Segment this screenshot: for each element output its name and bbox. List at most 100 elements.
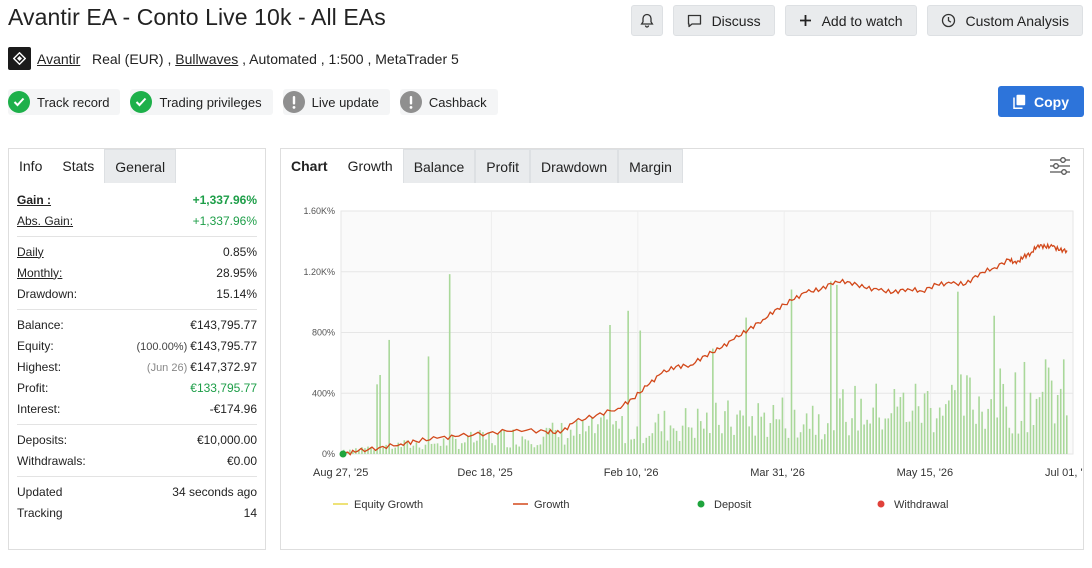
activity-bar bbox=[1029, 392, 1032, 454]
stat-label: Deposits: bbox=[17, 432, 68, 447]
stat-label[interactable]: Monthly: bbox=[17, 265, 63, 280]
clock-icon bbox=[941, 13, 955, 28]
badge-track-record[interactable]: Track record bbox=[8, 89, 121, 115]
custom-analysis-button[interactable]: Custom Analysis bbox=[926, 5, 1083, 36]
activity-bar bbox=[497, 433, 499, 454]
activity-bar bbox=[548, 427, 551, 454]
stat-value: 34 seconds ago bbox=[172, 484, 257, 499]
badge-live-update[interactable]: Live update bbox=[282, 89, 390, 115]
header-actions: Discuss Add to watch Custom Analysis bbox=[630, 5, 1083, 36]
tab-growth[interactable]: Growth bbox=[337, 149, 403, 183]
activity-bar bbox=[645, 437, 648, 454]
activity-bar bbox=[808, 428, 811, 454]
stat-deposits: Deposits: €10,000.00 bbox=[17, 429, 257, 450]
activity-bar bbox=[388, 339, 390, 454]
tab-general[interactable]: General bbox=[104, 149, 177, 183]
check-icon bbox=[130, 91, 153, 113]
activity-bar bbox=[1059, 388, 1062, 454]
broker-link[interactable]: Bullwaves bbox=[175, 50, 239, 67]
stat-equity: Equity: (100.00%) €143,795.77 bbox=[17, 335, 257, 356]
sliders-icon bbox=[1050, 157, 1070, 175]
activity-bar bbox=[427, 356, 430, 454]
activity-bar bbox=[470, 431, 472, 454]
tab-balance[interactable]: Balance bbox=[402, 149, 476, 183]
activity-bar bbox=[993, 315, 995, 454]
activity-bar bbox=[578, 434, 581, 454]
activity-bar bbox=[370, 447, 372, 454]
activity-bar bbox=[929, 407, 932, 454]
activity-bar bbox=[975, 423, 977, 454]
activity-bar bbox=[503, 430, 505, 454]
activity-bar bbox=[473, 442, 475, 454]
discuss-button[interactable]: Discuss bbox=[672, 5, 775, 36]
activity-bar bbox=[696, 408, 699, 454]
activity-bar bbox=[802, 424, 805, 454]
stat-profit: Profit: €133,795.77 bbox=[17, 377, 257, 398]
account-details: , Automated , 1:500 , MetaTrader 5 bbox=[242, 50, 459, 67]
activity-bar bbox=[848, 435, 850, 454]
activity-bar bbox=[400, 447, 403, 454]
activity-bar bbox=[1050, 380, 1053, 454]
tab-stats[interactable]: Stats bbox=[52, 149, 105, 183]
activity-bar bbox=[521, 436, 524, 454]
stat-label[interactable]: Gain : bbox=[17, 192, 52, 207]
stat-label[interactable]: Abs. Gain: bbox=[17, 213, 74, 228]
growth-chart[interactable]: 0% 400% 800% 1.20K% 1.60K% Aug 27, '25 Dec 18,… bbox=[281, 189, 1083, 549]
tab-chart[interactable]: Chart bbox=[281, 149, 338, 183]
activity-bar bbox=[436, 443, 439, 454]
activity-bar bbox=[545, 427, 548, 454]
activity-bar bbox=[960, 374, 962, 454]
copy-button[interactable]: Copy bbox=[998, 86, 1084, 117]
stat-value: €0.00 bbox=[226, 453, 257, 468]
tab-margin[interactable]: Margin bbox=[618, 149, 683, 183]
stat-value: 15.14% bbox=[216, 286, 257, 301]
account-type: Real (EUR) , bbox=[92, 50, 172, 67]
badge-trading-privileges[interactable]: Trading privileges bbox=[130, 89, 273, 115]
activity-bar bbox=[884, 418, 887, 454]
y-tick-label: 400% bbox=[312, 388, 335, 398]
chart-settings-button[interactable] bbox=[1049, 156, 1071, 181]
badge-label: Live update bbox=[311, 94, 379, 110]
activity-bar bbox=[391, 448, 393, 454]
stat-label: Drawdown: bbox=[17, 286, 78, 301]
x-tick-label: Mar 31, '26 bbox=[750, 467, 805, 479]
provider-logo-icon bbox=[13, 52, 26, 65]
stat-value: €10,000.00 bbox=[196, 432, 257, 447]
activity-bar bbox=[515, 444, 518, 454]
badge-cashback[interactable]: Cashback bbox=[399, 89, 498, 115]
add-to-watch-button[interactable]: Add to watch bbox=[784, 5, 917, 36]
activity-bar bbox=[1035, 398, 1038, 454]
growth-line bbox=[342, 242, 1068, 456]
activity-bar bbox=[790, 289, 793, 454]
activity-bar bbox=[666, 440, 669, 454]
notification-button[interactable] bbox=[630, 5, 663, 36]
activity-bar bbox=[908, 421, 911, 454]
activity-bar bbox=[811, 405, 814, 454]
stat-tracking: Tracking 14 bbox=[17, 502, 257, 523]
activity-bar bbox=[926, 391, 929, 454]
activity-bar bbox=[500, 430, 502, 454]
activity-bar bbox=[424, 444, 427, 454]
activity-bar bbox=[651, 433, 654, 454]
activity-bar bbox=[457, 448, 460, 454]
tab-profit[interactable]: Profit bbox=[475, 149, 530, 183]
activity-bar bbox=[763, 412, 766, 454]
activity-bar bbox=[533, 447, 536, 454]
stat-value: -€174.96 bbox=[209, 401, 257, 416]
activity-bar bbox=[944, 404, 947, 454]
activity-bar bbox=[917, 406, 920, 454]
activity-bar bbox=[1026, 432, 1029, 454]
tab-info[interactable]: Info bbox=[9, 149, 53, 183]
status-badges: Track record Trading privileges Live upd… bbox=[8, 89, 498, 115]
stat-label[interactable]: Daily bbox=[17, 244, 44, 259]
activity-bar bbox=[409, 447, 412, 454]
activity-bar bbox=[575, 420, 578, 454]
activity-bar bbox=[657, 413, 660, 454]
activity-bar bbox=[923, 393, 926, 454]
tab-drawdown[interactable]: Drawdown bbox=[529, 149, 619, 183]
activity-bar bbox=[969, 377, 971, 454]
activity-bar bbox=[851, 418, 853, 454]
activity-bar bbox=[454, 438, 457, 454]
activity-bar bbox=[715, 402, 717, 454]
provider-link[interactable]: Avantir bbox=[37, 50, 81, 67]
